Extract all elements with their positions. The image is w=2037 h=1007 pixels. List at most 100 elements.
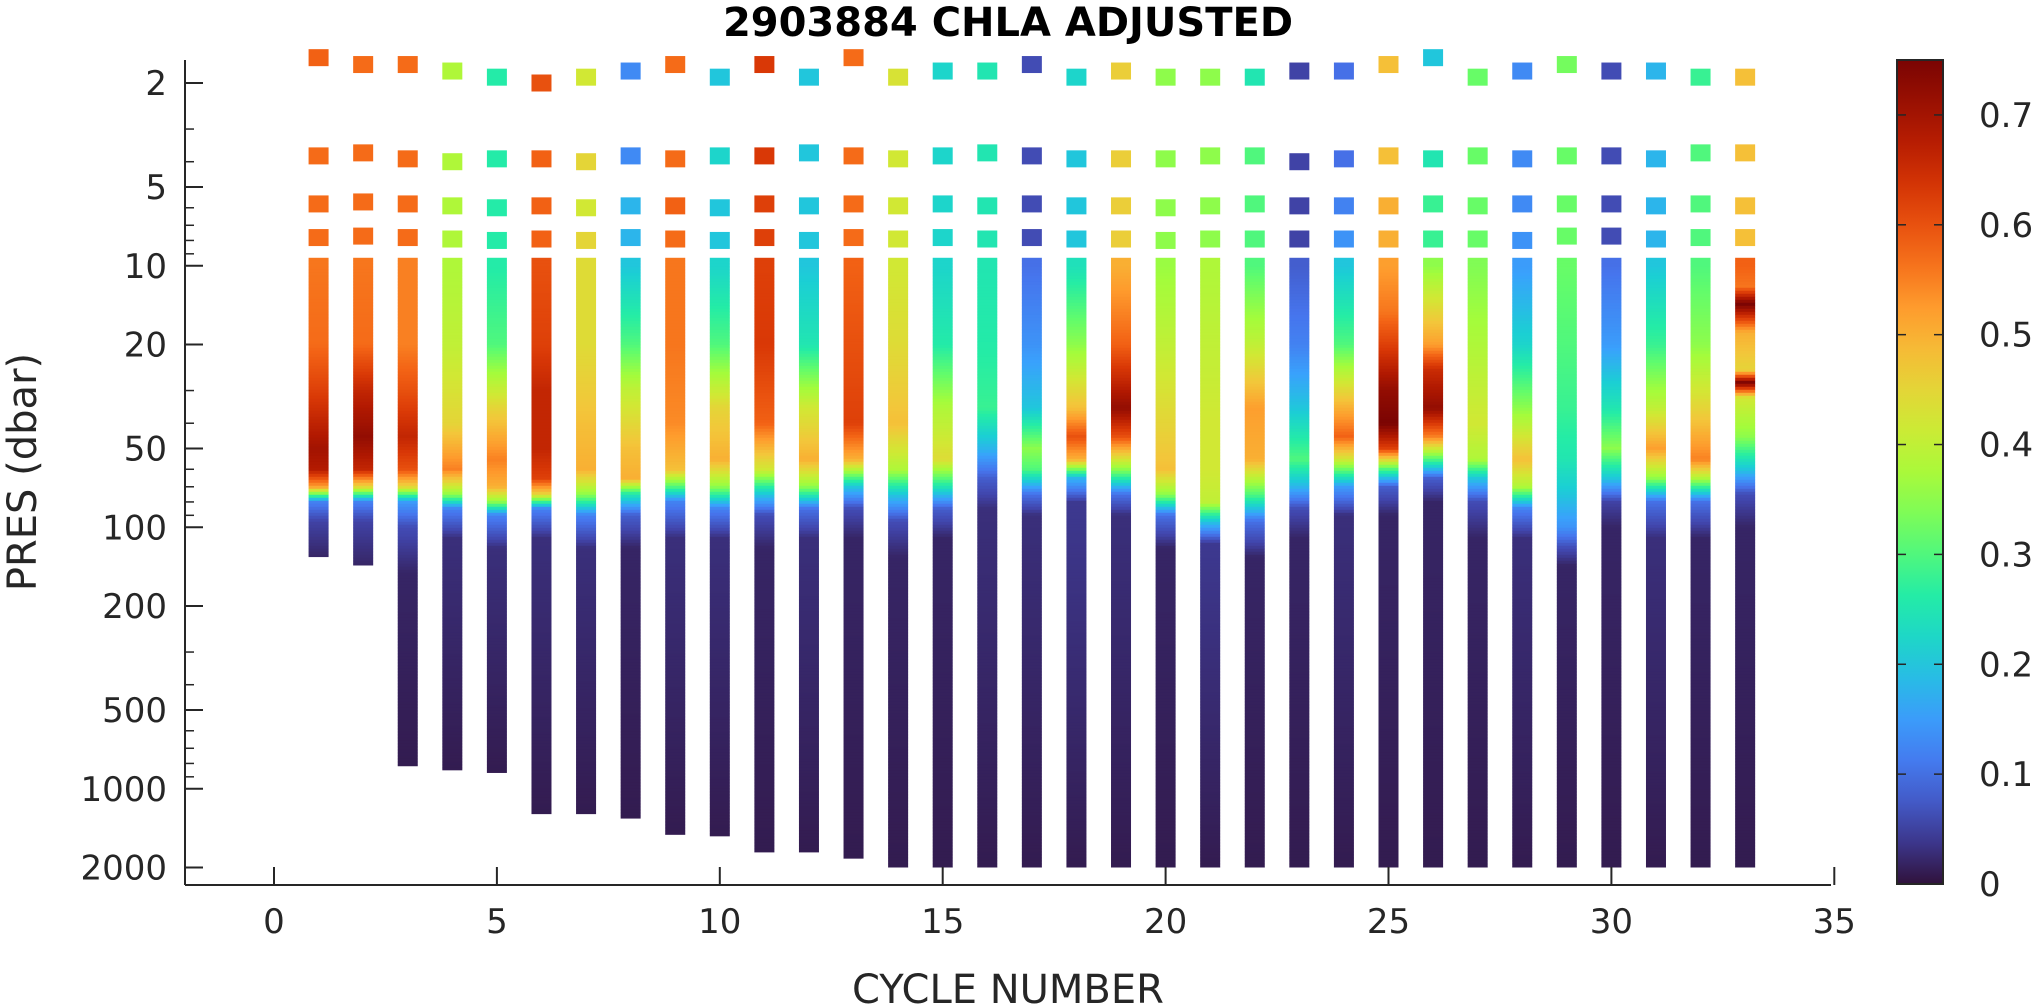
data-segment (1111, 392, 1132, 397)
data-segment (843, 398, 864, 403)
data-segment (754, 530, 775, 535)
data-segment (1111, 533, 1132, 538)
data-segment (977, 386, 998, 391)
data-segment (1021, 674, 1042, 679)
data-segment (843, 521, 864, 526)
data-segment (977, 458, 998, 463)
data-segment (977, 500, 998, 505)
data-segment (1333, 605, 1354, 610)
data-segment (308, 356, 329, 361)
data-segment (531, 257, 552, 262)
data-segment (1200, 716, 1221, 721)
data-point (1378, 197, 1399, 215)
data-segment (798, 692, 819, 697)
data-segment (709, 461, 730, 466)
data-point (932, 195, 953, 213)
data-segment (977, 704, 998, 709)
data-segment (843, 659, 864, 664)
data-segment (576, 374, 597, 379)
data-segment (353, 323, 374, 328)
data-segment (798, 464, 819, 469)
data-segment (798, 737, 819, 742)
data-segment (1155, 680, 1176, 685)
data-segment (1333, 461, 1354, 466)
data-segment (932, 416, 953, 421)
data-segment (1155, 407, 1176, 412)
data-segment (397, 290, 418, 295)
data-segment (798, 392, 819, 397)
data-segment (977, 548, 998, 553)
data-segment (1021, 542, 1042, 547)
data-segment (1021, 641, 1042, 646)
data-segment (1066, 860, 1087, 865)
data-segment (620, 737, 641, 742)
data-segment (754, 296, 775, 301)
data-segment (442, 485, 463, 490)
data-segment (888, 704, 909, 709)
data-segment (1244, 290, 1265, 295)
data-segment (1066, 437, 1087, 442)
data-segment (1333, 398, 1354, 403)
data-segment (531, 437, 552, 442)
data-segment (1066, 470, 1087, 475)
data-segment (709, 350, 730, 355)
data-segment (1289, 386, 1310, 391)
data-point (932, 147, 953, 165)
data-segment (1423, 338, 1444, 343)
data-point (620, 229, 641, 247)
data-segment (932, 554, 953, 559)
data-segment (1066, 779, 1087, 784)
data-segment (1289, 602, 1310, 607)
data-segment (798, 821, 819, 826)
data-segment (1155, 530, 1176, 535)
data-segment (888, 518, 909, 523)
data-segment (888, 428, 909, 433)
data-segment (1111, 581, 1132, 586)
data-segment (397, 356, 418, 361)
data-segment (1244, 284, 1265, 289)
data-segment (397, 761, 418, 766)
data-segment (1289, 638, 1310, 643)
data-segment (1200, 770, 1221, 775)
data-segment (1155, 719, 1176, 724)
data-segment (709, 452, 730, 457)
data-segment (1244, 374, 1265, 379)
data-segment (665, 278, 686, 283)
data-segment (1021, 428, 1042, 433)
data-segment (1378, 305, 1399, 310)
data-segment (486, 362, 507, 367)
data-segment (442, 491, 463, 496)
data-segment (308, 404, 329, 409)
data-segment (486, 560, 507, 565)
data-segment (1333, 293, 1354, 298)
data-segment (620, 398, 641, 403)
data-segment (1244, 737, 1265, 742)
data-segment (1066, 617, 1087, 622)
data-segment (576, 377, 597, 382)
data-point (977, 230, 998, 248)
data-segment (754, 506, 775, 511)
data-segment (754, 518, 775, 523)
data-segment (1066, 518, 1087, 523)
data-segment (531, 683, 552, 688)
data-segment (1378, 416, 1399, 421)
data-segment (1244, 482, 1265, 487)
data-segment (709, 725, 730, 730)
data-segment (843, 776, 864, 781)
data-segment (665, 800, 686, 805)
data-segment (1066, 398, 1087, 403)
data-segment (977, 584, 998, 589)
data-segment (798, 407, 819, 412)
data-segment (576, 473, 597, 478)
data-segment (1378, 845, 1399, 850)
data-segment (531, 677, 552, 682)
data-segment (754, 539, 775, 544)
data-segment (709, 263, 730, 268)
data-segment (1289, 350, 1310, 355)
data-segment (1378, 854, 1399, 859)
data-segment (442, 647, 463, 652)
data-point (442, 62, 463, 80)
data-segment (1200, 749, 1221, 754)
data-segment (977, 785, 998, 790)
data-segment (1378, 674, 1399, 679)
